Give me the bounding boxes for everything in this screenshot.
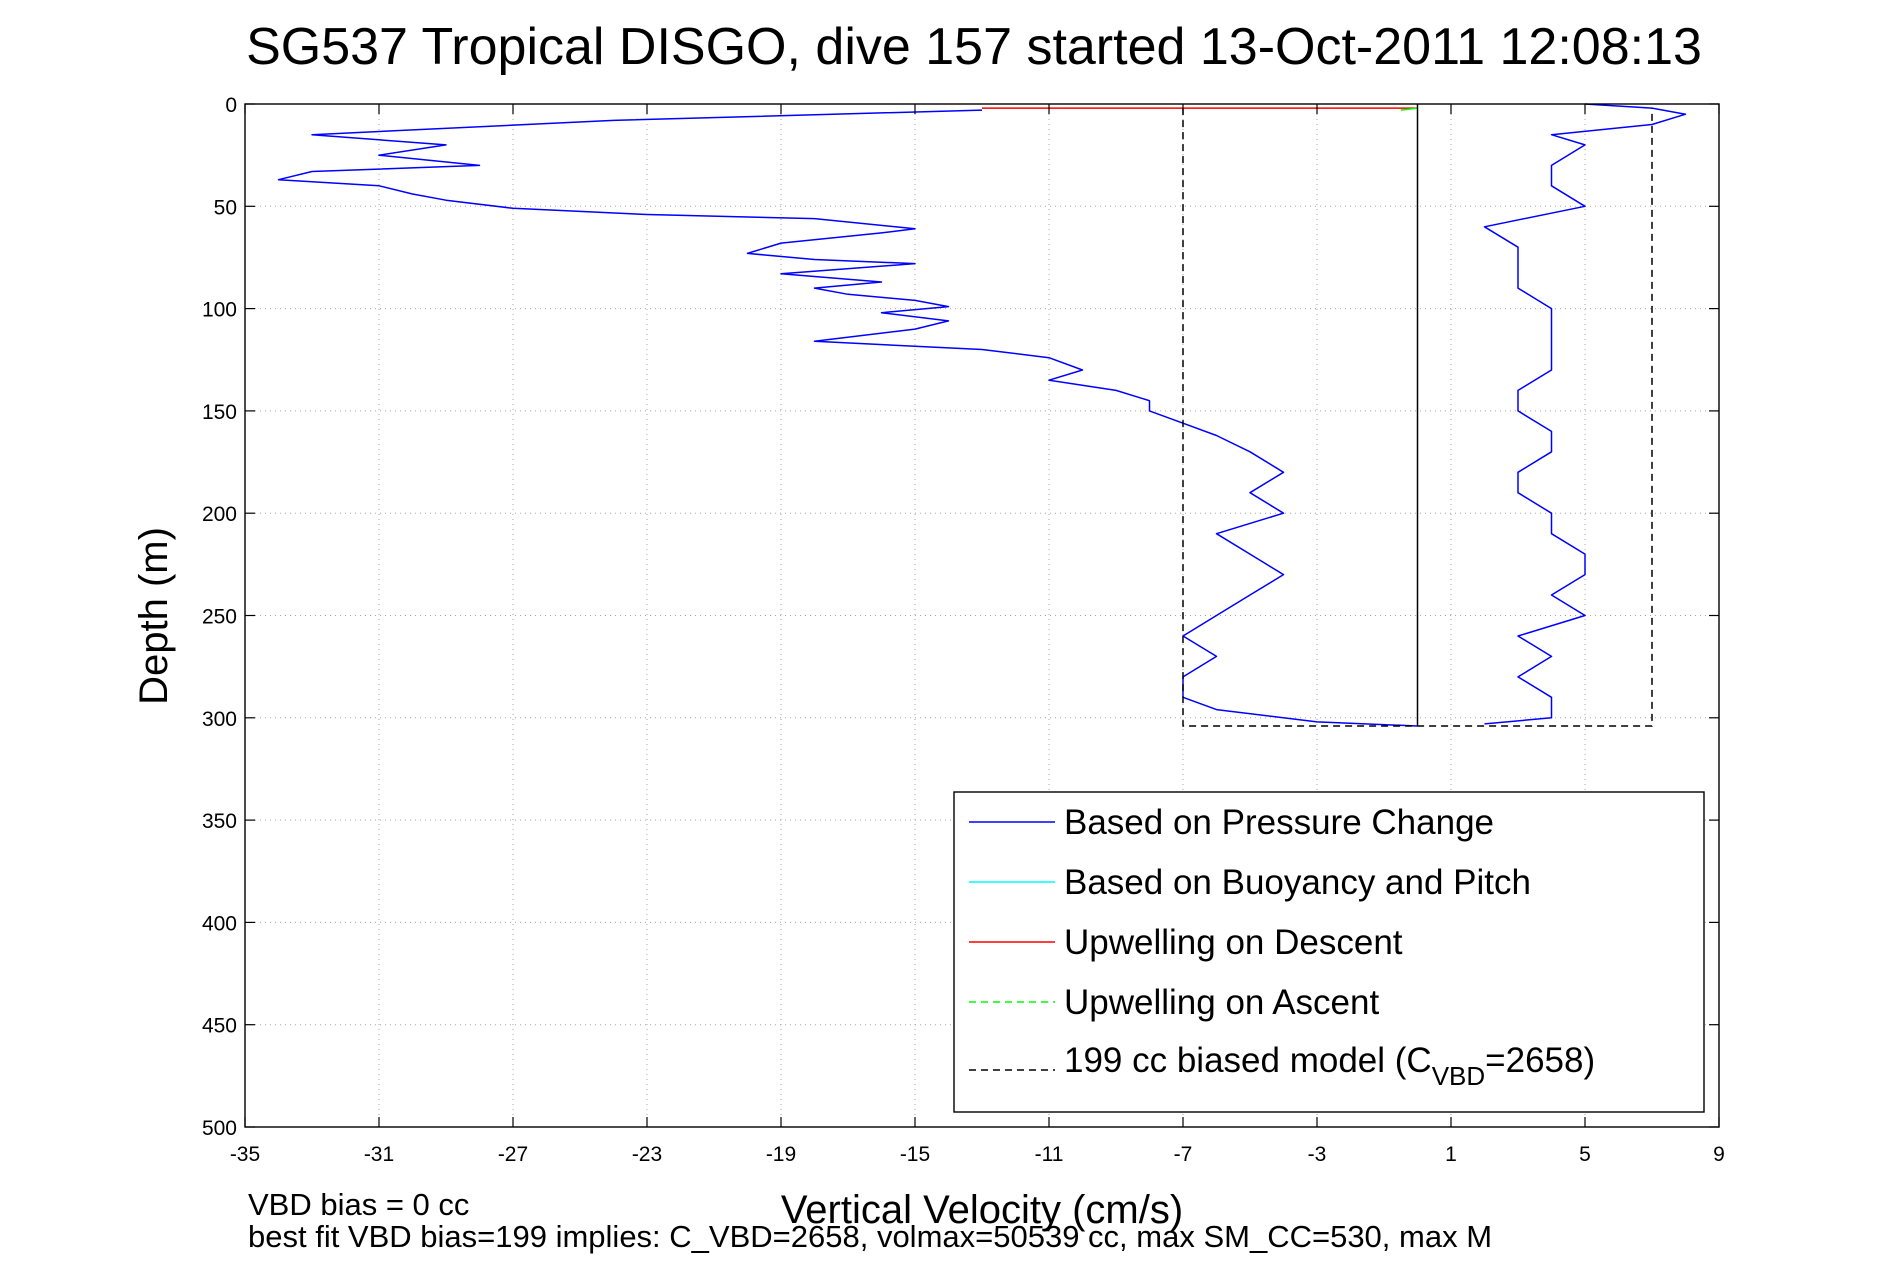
x-tick-label: 1 xyxy=(1445,1143,1457,1166)
y-tick-label: 450 xyxy=(202,1015,237,1038)
x-tick-label: -3 xyxy=(1308,1143,1327,1166)
footer-best-fit: best fit VBD bias=199 implies: C_VBD=265… xyxy=(248,1219,1492,1254)
x-tick-label: -23 xyxy=(632,1143,662,1166)
x-tick-label: 5 xyxy=(1579,1143,1591,1166)
legend-label-buoyancy: Based on Buoyancy and Pitch xyxy=(1064,863,1531,902)
x-tick-label: -15 xyxy=(900,1143,930,1166)
legend-label-pressure: Based on Pressure Change xyxy=(1064,803,1494,842)
series-layer xyxy=(277,103,1687,727)
legend-box xyxy=(953,791,1705,1113)
y-tick-label: 350 xyxy=(202,810,237,833)
x-tick-label: -35 xyxy=(230,1143,260,1166)
legend: Based on Pressure Change Based on Buoyan… xyxy=(953,791,1705,1113)
footer-vbd-bias: VBD bias = 0 cc xyxy=(248,1187,469,1222)
y-tick-label: 300 xyxy=(202,708,237,731)
x-tick-label: -19 xyxy=(766,1143,796,1166)
series-line-3 xyxy=(1400,107,1418,111)
series-line-1 xyxy=(1483,103,1687,725)
x-tick-label: -7 xyxy=(1174,1143,1193,1166)
legend-label-upwelling-descent: Upwelling on Descent xyxy=(1064,923,1403,962)
y-tick-label: 200 xyxy=(202,503,237,526)
x-axis-label: Vertical Velocity (cm/s) xyxy=(781,1188,1183,1232)
legend-label-upwelling-ascent: Upwelling on Ascent xyxy=(1064,983,1379,1022)
y-axis-label: Depth (m) xyxy=(132,527,176,705)
x-tick-label: -11 xyxy=(1035,1143,1064,1166)
y-tick-label: 250 xyxy=(202,606,237,629)
y-tick-label: 400 xyxy=(202,912,237,935)
y-tick-label: 50 xyxy=(214,196,237,219)
x-tick-label: 9 xyxy=(1713,1143,1725,1166)
ticks: -35 -31 -27 -23 -19 -15 -11 -7 -3 1 5 9050100150200… xyxy=(202,94,1725,1166)
legend-label-biased-sub: VBD xyxy=(1432,1061,1485,1091)
series-line-5 xyxy=(1182,108,1653,727)
legend-label-biased-suffix: =2658) xyxy=(1485,1041,1595,1080)
series-line-0 xyxy=(277,109,1418,727)
legend-label-biased-prefix: 199 cc biased model (C xyxy=(1064,1041,1432,1080)
x-tick-label: -31 xyxy=(364,1143,394,1166)
y-tick-label: 500 xyxy=(202,1117,237,1140)
legend-label-biased-model: 199 cc biased model (CVBD=2658) xyxy=(1064,1041,1595,1091)
y-tick-label: 0 xyxy=(225,94,237,117)
y-tick-label: 150 xyxy=(202,401,237,424)
chart-title: SG537 Tropical DISGO, dive 157 started 1… xyxy=(246,18,1702,76)
y-tick-label: 100 xyxy=(202,299,237,322)
x-tick-label: -27 xyxy=(498,1143,528,1166)
